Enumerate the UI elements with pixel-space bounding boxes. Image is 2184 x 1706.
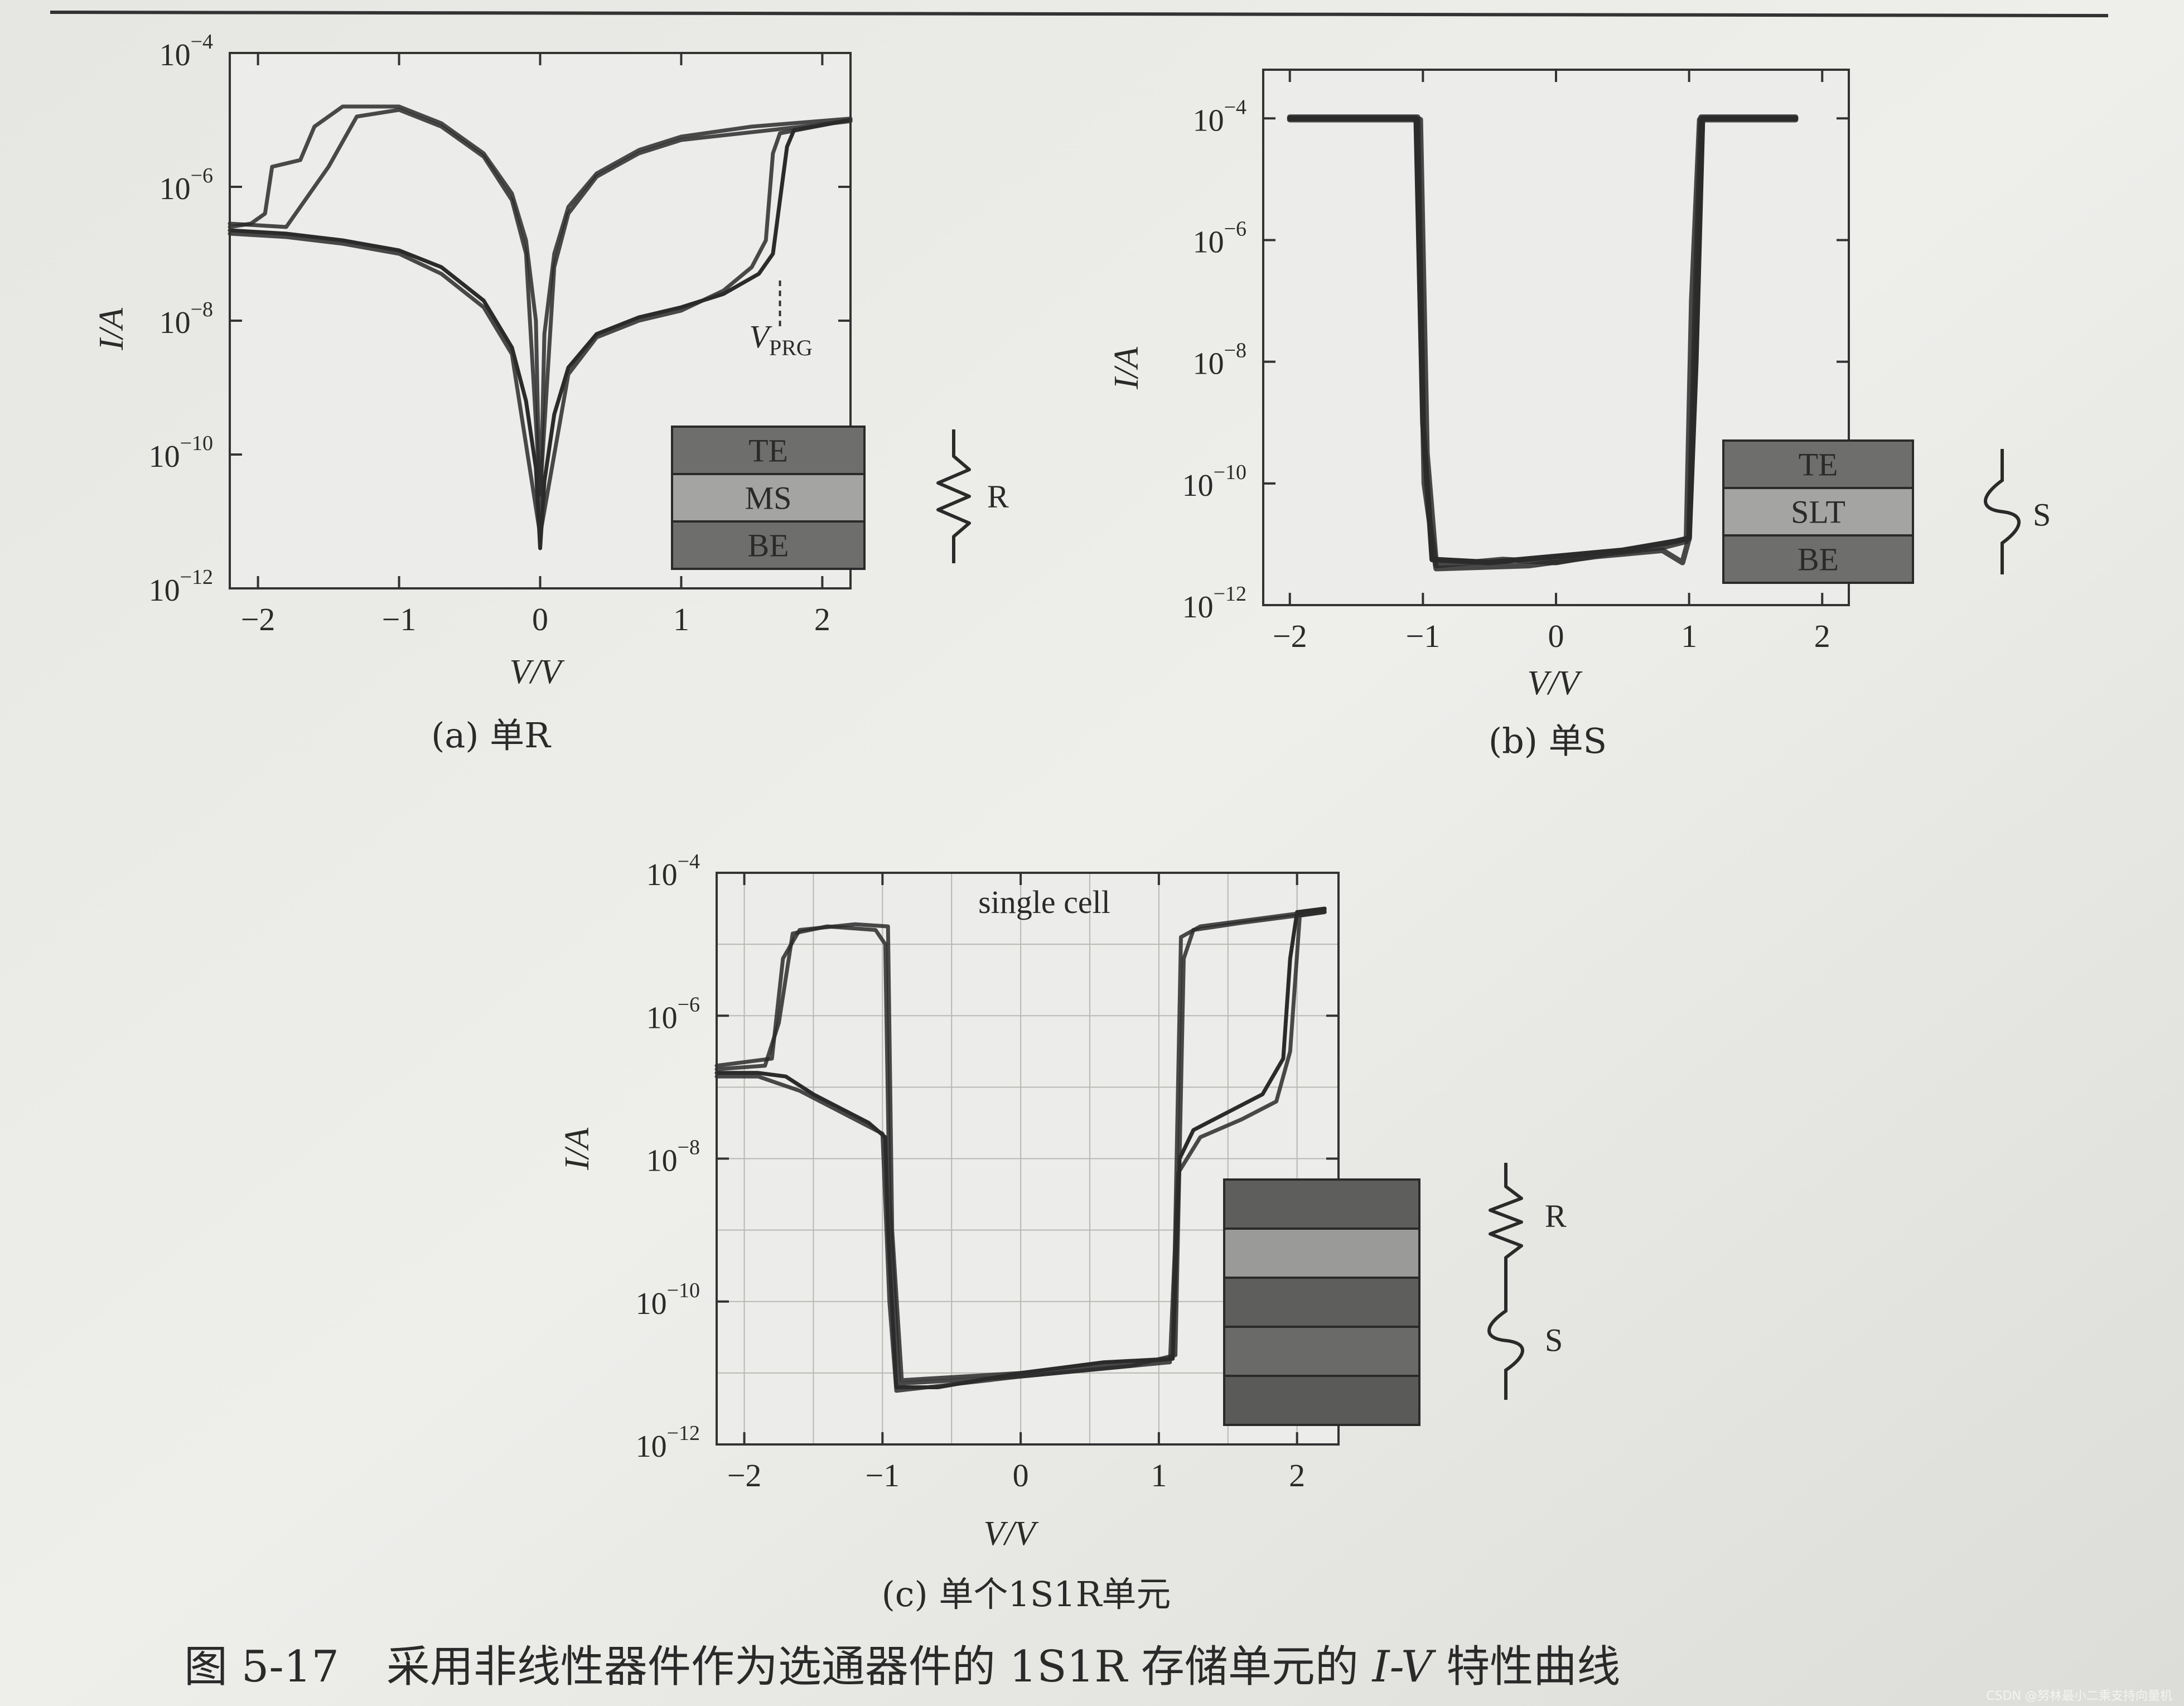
x-tick-label: −2 — [241, 601, 276, 637]
resistor-label: R — [1545, 1198, 1567, 1234]
y-tick-label: 10−4 — [1193, 95, 1246, 138]
stack-layer — [1223, 1227, 1420, 1279]
y-axis-label: I/A — [558, 1127, 596, 1171]
stack-layer-label: TE — [748, 433, 788, 469]
y-tick-label: 10−4 — [646, 850, 700, 892]
resistor-label: R — [987, 479, 1009, 515]
y-tick-label: 10−12 — [1182, 582, 1246, 625]
y-axis-label: I/A — [93, 307, 131, 351]
top-rule — [50, 11, 2109, 17]
stack-layer-label: TE — [1799, 447, 1838, 483]
figure-caption-iv: I-V — [1371, 1642, 1436, 1692]
y-tick-label: 10−12 — [149, 566, 213, 608]
x-tick-label: 1 — [673, 601, 689, 637]
series-line-2 — [228, 104, 853, 524]
stack-layer-label: BE — [1798, 542, 1839, 578]
x-tick-label: 0 — [532, 601, 548, 637]
x-tick-label: 2 — [1814, 618, 1830, 654]
x-tick-label: 0 — [1548, 618, 1564, 654]
selector-symbol-icon — [1984, 449, 2021, 574]
panel-c: −2 −1 0 1 2 10−12 10−10 10−8 10−6 10−4 V/V I/A (c) 单… — [558, 850, 1567, 1615]
y-tick-label: 10−8 — [160, 298, 213, 340]
y-tick-label: 10−8 — [1193, 339, 1246, 381]
y-tick-label: 10−6 — [160, 164, 213, 206]
panel-b: −2 −1 0 1 2 10−12 10−10 10−8 10−6 10−4 V/V I/A (b) 单… — [1108, 69, 2051, 761]
x-axis-label: V/V — [1528, 664, 1583, 702]
y-axis-label: I/A — [1108, 346, 1146, 390]
svg-text:图 5-17 采用非线性器件作为选通器件的 1S1R: 图 5-17 采用非线性器件作为选通器件的 1S1R 存储单元的 I-V 特性曲… — [184, 1642, 1620, 1692]
y-tick-label: 10−12 — [636, 1422, 700, 1464]
stack-layer — [671, 520, 866, 570]
series-line-3 — [1287, 114, 1799, 572]
series-line-3 — [228, 108, 853, 497]
y-tick-label: 10−10 — [636, 1279, 700, 1321]
selector-label: S — [1545, 1322, 1563, 1359]
x-tick-label: −1 — [382, 601, 417, 637]
resistor-symbol-icon — [1489, 1163, 1523, 1282]
stack-layer-label: BE — [747, 528, 789, 564]
figure-caption-tail: 特性曲线 — [1446, 1642, 1620, 1692]
x-axis-label: V/V — [510, 653, 565, 691]
x-tick-label: −2 — [1273, 618, 1307, 654]
stack-layer — [1223, 1178, 1420, 1230]
stack-layer — [1223, 1326, 1420, 1377]
x-tick-label: 1 — [1151, 1457, 1167, 1494]
y-tick-label: 10−10 — [149, 432, 213, 474]
x-tick-label: 1 — [1681, 618, 1697, 654]
y-tick-label: 10−6 — [1193, 217, 1246, 259]
resistor-symbol-icon — [936, 429, 971, 563]
stack-layer — [1722, 487, 1914, 537]
y-tick-label: 10−10 — [1182, 461, 1246, 503]
panel-caption: (c) 单个1S1R单元 — [882, 1574, 1171, 1615]
vprg-label: VPRG — [750, 318, 813, 360]
series-line-1 — [228, 118, 853, 550]
stack-layer — [1223, 1375, 1420, 1426]
stack-layer-label: SLT — [1791, 494, 1845, 530]
panel-a: −2 −1 0 1 2 10−12 10−10 10−8 10−6 10−4 V/V I/A (a) 单… — [93, 30, 1009, 756]
panel-caption: (b) 单S — [1489, 721, 1607, 761]
figure-caption-text: 采用非线性器件作为选通器件的 1S1R 存储单元的 — [386, 1642, 1373, 1692]
x-tick-label: −1 — [865, 1457, 900, 1494]
x-tick-label: 2 — [814, 601, 830, 637]
selector-symbol-icon — [1487, 1281, 1524, 1400]
series-line-4 — [714, 910, 1327, 1393]
y-tick-label: 10−4 — [160, 30, 213, 73]
stack-layer — [671, 473, 866, 523]
stack-layer-label: MS — [745, 480, 792, 516]
x-tick-label: 2 — [1289, 1457, 1305, 1494]
watermark: CSDN @努林最小二乘支持向量机 — [1986, 1689, 2172, 1703]
panel-caption: (a) 单R — [431, 715, 552, 756]
x-tick-label: 0 — [1013, 1457, 1029, 1494]
series-line-4 — [228, 118, 853, 537]
stack-layer — [1722, 439, 1914, 489]
x-tick-label: −1 — [1406, 618, 1441, 654]
y-tick-label: 10−8 — [646, 1136, 700, 1178]
selector-label: S — [2033, 497, 2051, 533]
stack-layer — [1722, 534, 1914, 584]
single-cell-label: single cell — [978, 884, 1110, 920]
x-axis-label: V/V — [984, 1515, 1039, 1553]
figure-number: 图 5-17 — [184, 1642, 339, 1692]
series-line-3 — [714, 908, 1327, 1383]
y-tick-label: 10−6 — [646, 993, 700, 1035]
x-tick-label: −2 — [727, 1457, 762, 1494]
stack-layer — [671, 426, 866, 475]
stack-layer — [1223, 1277, 1420, 1328]
